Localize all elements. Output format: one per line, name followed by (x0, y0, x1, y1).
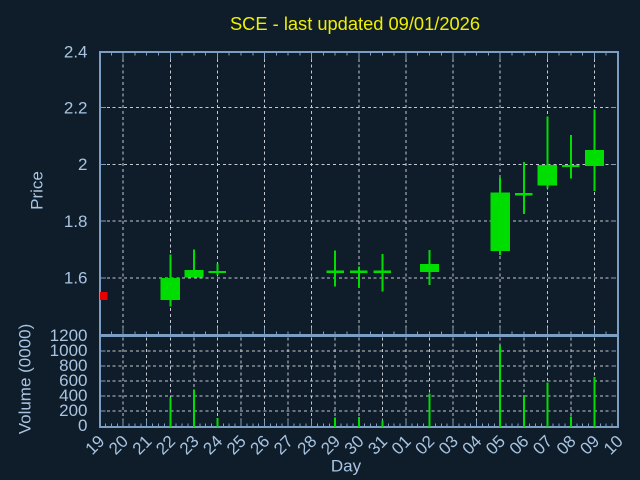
svg-text:Price: Price (28, 171, 47, 210)
svg-text:Day: Day (331, 457, 362, 476)
svg-text:Volume (0000): Volume (0000) (16, 324, 35, 435)
svg-text:1.8: 1.8 (64, 212, 88, 231)
svg-text:800: 800 (59, 356, 87, 375)
svg-text:2: 2 (78, 155, 87, 174)
svg-text:1.6: 1.6 (64, 269, 88, 288)
svg-text:0: 0 (78, 416, 87, 435)
svg-text:SCE - last updated 09/01/2026: SCE - last updated 09/01/2026 (230, 13, 480, 34)
svg-text:200: 200 (59, 401, 87, 420)
svg-text:2.4: 2.4 (64, 42, 88, 61)
svg-text:600: 600 (59, 371, 87, 390)
svg-text:1000: 1000 (50, 341, 88, 360)
svg-text:400: 400 (59, 386, 87, 405)
svg-text:2.2: 2.2 (64, 99, 88, 118)
svg-text:1200: 1200 (50, 326, 88, 345)
